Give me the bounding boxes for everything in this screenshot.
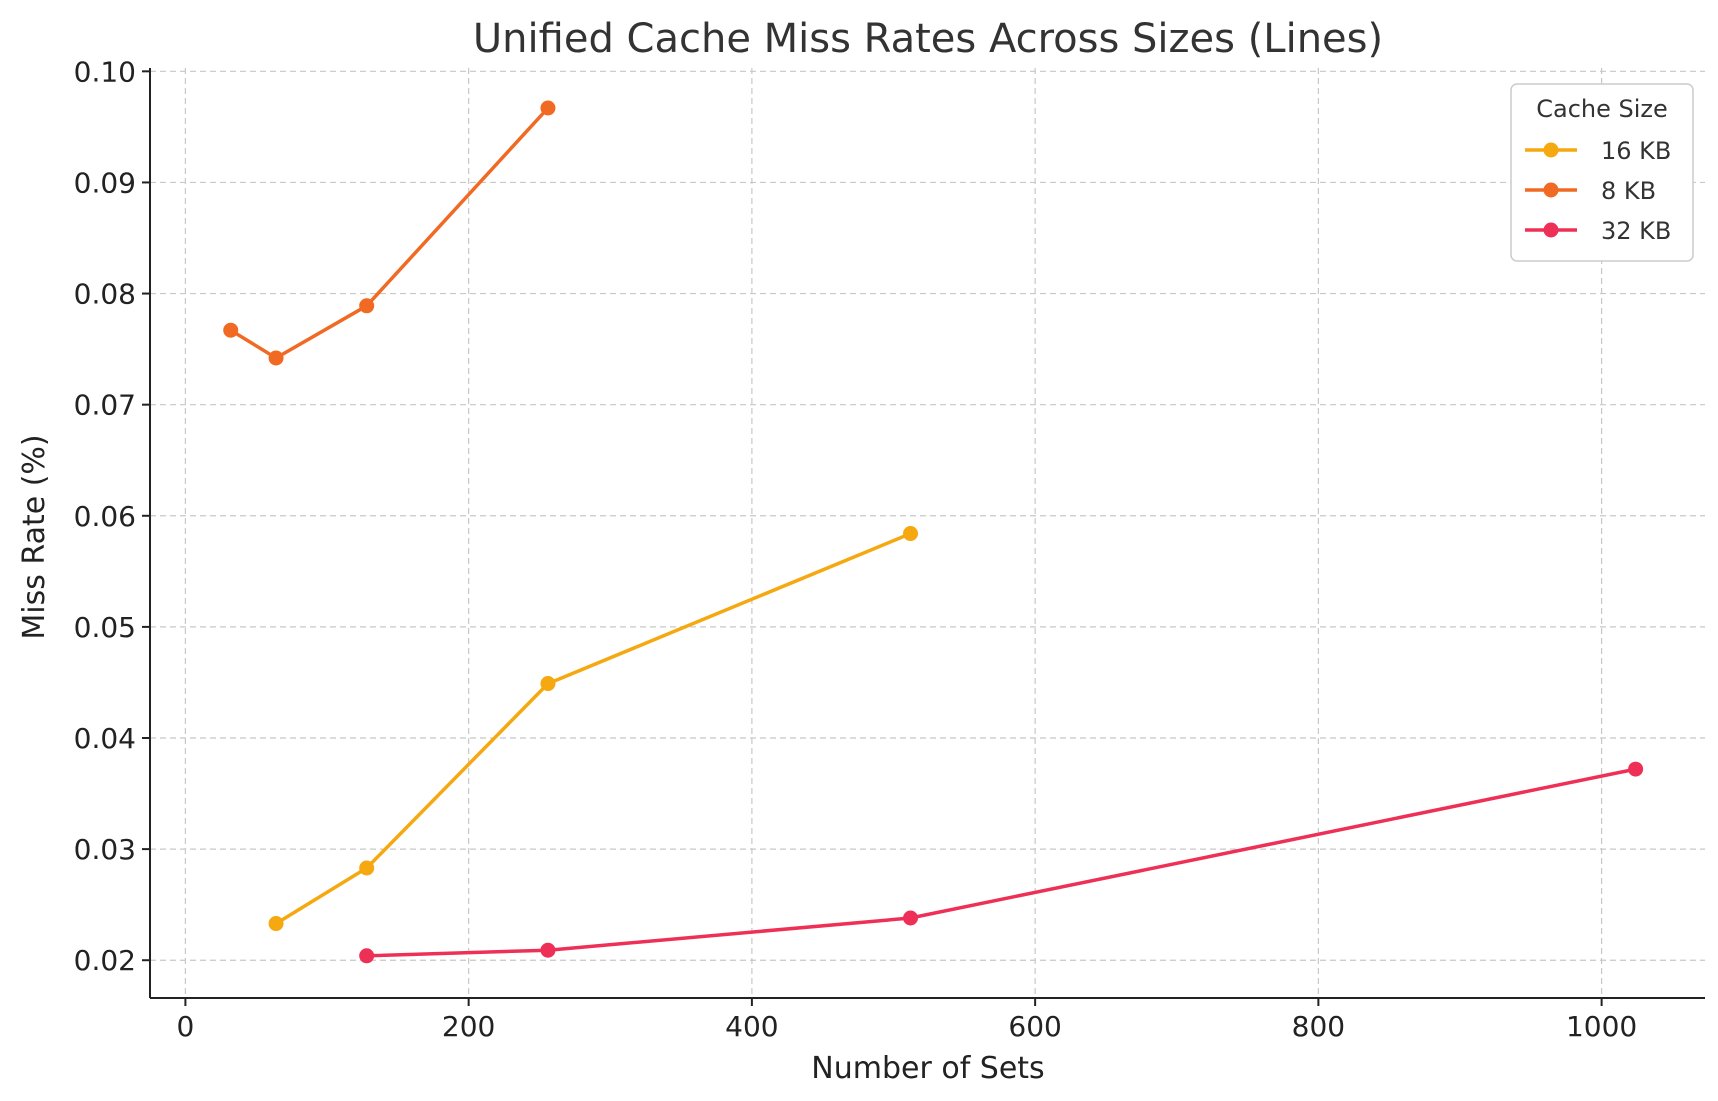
legend-title: Cache Size [1536,95,1668,123]
x-tick-label: 400 [725,1010,778,1043]
legend-marker-8-kb [1543,182,1559,198]
y-tick-label: 0.03 [74,833,136,866]
axes: 0 200 400 600 800 1000 0.02 0.03 0.04 0.05 0.06 0.0… [74,55,1705,1043]
data-point-16-kb [359,860,375,876]
data-point-8-kb [359,298,375,314]
y-axis-label: Miss Rate (%) [17,434,52,639]
legend-label-16-kb: 16 KB [1601,137,1671,165]
y-tick-label: 0.02 [74,944,136,977]
data-point-16-kb [540,676,556,692]
legend-marker-16-kb [1543,142,1559,158]
grid [150,68,1705,998]
legend-label-8-kb: 8 KB [1601,177,1656,205]
x-axis-label: Number of Sets [811,1051,1044,1086]
data-point-16-kb [268,916,284,932]
series-line-32-kb [364,767,1638,958]
y-tick-label: 0.08 [74,278,136,311]
legend: Cache Size 16 KB 8 KB 32 KB [1510,83,1694,262]
x-tick-label: 600 [1008,1010,1061,1043]
series-layer [223,100,1644,964]
x-tick-label: 800 [1292,1010,1345,1043]
data-point-32-kb [903,910,919,926]
x-tick-label: 1000 [1566,1010,1637,1043]
legend-box [1510,83,1694,262]
data-point-32-kb [1628,761,1644,777]
x-tick-label: 200 [442,1010,495,1043]
y-tick-label: 0.09 [74,166,136,199]
data-point-32-kb [540,942,556,958]
x-tick-label: 0 [176,1010,194,1043]
y-tick-label: 0.04 [74,722,136,755]
y-tick-label: 0.05 [74,611,136,644]
data-point-32-kb [359,948,375,964]
legend-marker-32-kb [1543,222,1559,238]
series-line-16-kb [274,531,913,926]
data-point-8-kb [268,350,284,366]
y-tick-label: 0.07 [74,389,136,422]
chart-title: Unified Cache Miss Rates Across Sizes (L… [473,16,1383,62]
data-point-8-kb [223,322,239,338]
series-line-8-kb [228,106,550,360]
y-tick-label: 0.10 [74,55,136,88]
y-tick-label: 0.06 [74,500,136,533]
legend-label-32-kb: 32 KB [1601,217,1671,245]
data-point-16-kb [903,526,919,542]
data-point-8-kb [540,100,556,116]
